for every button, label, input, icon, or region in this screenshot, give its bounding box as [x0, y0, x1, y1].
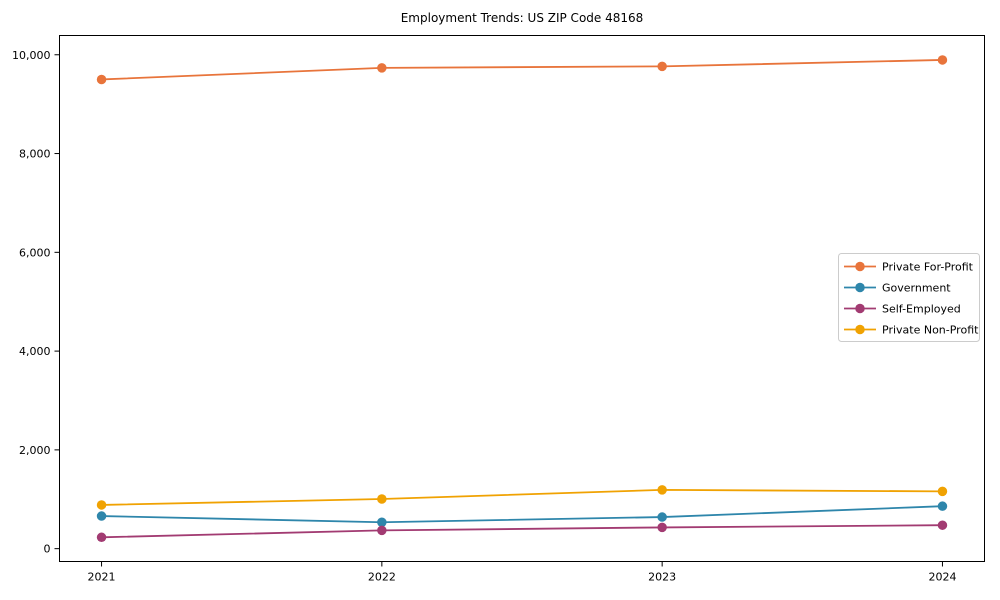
y-tick-label: 2,000 [19, 444, 51, 457]
series-line-government [101, 505, 943, 524]
series-line-self-employed [101, 524, 943, 539]
data-point-private-non-profit [96, 500, 107, 510]
data-point-self-employed [657, 522, 667, 533]
legend-item-self-employed: Self-Employed [844, 303, 961, 316]
y-tick-label: 0 [44, 543, 51, 556]
data-point-self-employed [377, 525, 387, 536]
y-tick-label: 6,000 [19, 246, 51, 259]
data-point-government [657, 512, 667, 522]
series-line-private-for-profit [101, 59, 943, 81]
data-point-private-for-profit [377, 63, 387, 73]
y-tick-label: 8,000 [19, 148, 51, 161]
plot-border [59, 35, 985, 562]
data-point-private-for-profit [657, 61, 667, 72]
legend-swatch-marker [855, 261, 865, 272]
legend-swatch-marker [855, 324, 865, 335]
data-point-government [377, 517, 387, 527]
data-point-private-non-profit [937, 486, 948, 497]
legend-label: Self-Employed [882, 303, 961, 316]
legend: Private For-Profit Government Self-Employe… [838, 253, 980, 342]
legend-item-private-for-profit: Private For-Profit [844, 261, 974, 274]
data-point-private-non-profit [377, 494, 387, 504]
legend-label: Private Non-Profit [882, 324, 979, 337]
legend-swatch-marker [855, 303, 865, 314]
data-point-private-non-profit [657, 485, 667, 495]
data-point-self-employed [96, 532, 107, 543]
chart-title: Employment Trends: US ZIP Code 48168 [400, 11, 644, 25]
x-tick-label: 2024 [928, 571, 956, 584]
y-tick-label: 10,000 [12, 49, 51, 62]
legend-label: Private For-Profit [882, 261, 974, 274]
y-tick-label: 4,000 [19, 345, 51, 358]
data-point-government [96, 511, 107, 521]
data-point-self-employed [937, 520, 948, 530]
series-line-private-non-profit [101, 488, 943, 506]
data-point-private-for-profit [937, 55, 948, 65]
legend-box [838, 253, 980, 342]
data-point-government [937, 501, 948, 511]
x-tick-label: 2023 [648, 571, 676, 584]
data-point-private-for-profit [96, 74, 107, 85]
legend-label: Government [882, 282, 951, 295]
legend-item-private-non-profit: Private Non-Profit [844, 324, 979, 337]
legend-swatch-marker [855, 282, 865, 293]
x-tick-label: 2021 [88, 571, 116, 584]
legend-item-government: Government [844, 282, 951, 295]
x-tick-label: 2022 [368, 571, 396, 584]
